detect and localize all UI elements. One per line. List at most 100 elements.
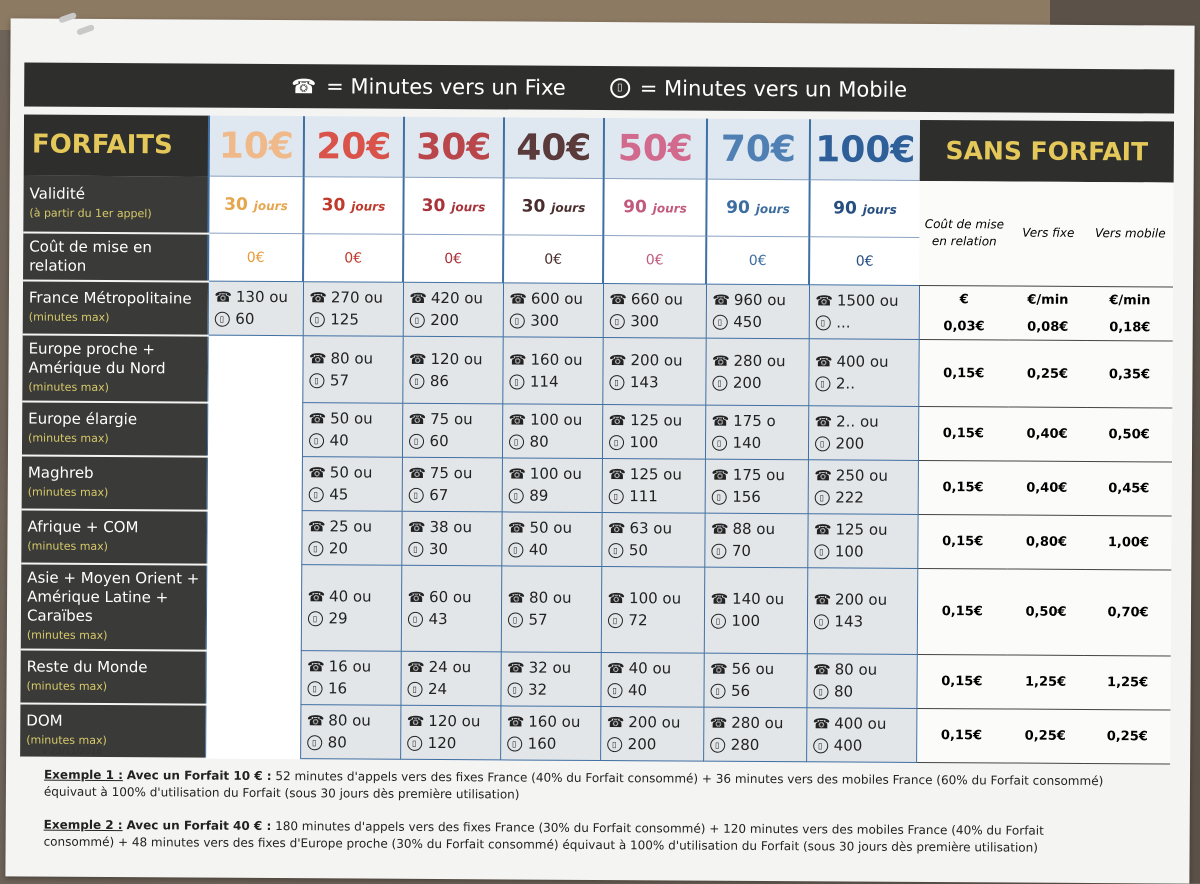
mobile-line: ▯ 300	[609, 311, 699, 333]
fixe-minutes: 60 ou	[429, 587, 472, 607]
mobile-line: ▯ 160	[506, 733, 594, 755]
mobile-icon: ▯	[509, 313, 525, 329]
mobile-minutes: 60	[235, 309, 255, 328]
zone-name: Reste du Monde	[26, 657, 148, 676]
validity-days: 30	[321, 195, 346, 216]
fixe-line: ☎ 280 ou	[710, 713, 800, 736]
sans-forfait-unit: €/min	[1027, 292, 1069, 308]
validity-unit: jours	[551, 200, 586, 215]
sans-forfait-header: Vers mobile	[1087, 181, 1174, 287]
phone-icon: ☎	[814, 414, 833, 431]
zone-label: Afrique + COM (minutes max)	[21, 508, 207, 565]
rate-value: 0,25€	[1026, 366, 1069, 382]
fixe-minutes: 75 ou	[429, 463, 473, 483]
zone-label: Europe proche + Amérique du Nord (minutes…	[22, 333, 208, 403]
rate-value: 0,35€	[1108, 366, 1151, 382]
mobile-line: ▯ 222	[814, 487, 911, 509]
fixe-minutes: 175 ou	[732, 465, 785, 485]
rate-value: 1,25€	[1024, 674, 1067, 690]
plan-setup: 0€	[303, 233, 404, 283]
mobile-line: ▯ 60	[408, 431, 495, 453]
sans-forfait-rate: 0,15€	[917, 460, 1008, 515]
sans-forfait-rate: 1,25€	[1006, 654, 1085, 710]
zone-row: Europe élargie (minutes max) ☎ 50 ou ▯ 40 ☎ 75 …	[21, 400, 1173, 462]
mobile-minutes: 40	[329, 431, 349, 450]
mobile-line: ▯ 400	[812, 735, 910, 757]
mobile-minutes: 222	[835, 488, 864, 507]
mobile-line: ▯ 111	[608, 486, 698, 508]
mobile-icon: ▯	[308, 372, 324, 388]
mobile-minutes: 80	[833, 682, 854, 701]
fixe-line: ☎ 125 ou	[609, 410, 699, 433]
sans-forfait-rate: 0,45€	[1085, 461, 1172, 516]
phone-icon: ☎	[813, 592, 832, 609]
zone-row: Reste du Monde (minutes max) ☎ 16 ou ▯ 16 ☎ 24 …	[20, 648, 1171, 710]
mobile-line: ▯...	[815, 312, 912, 334]
plan-validity: 90 jours	[809, 179, 920, 238]
mobile-line: ▯ 43	[407, 609, 494, 631]
rate-value: 1,00€	[1107, 535, 1150, 551]
mobile-minutes: ...	[836, 313, 851, 332]
minutes-cell: ☎ 130 ou ▯ 60	[207, 281, 304, 336]
mobile-icon: ▯	[306, 735, 322, 751]
minutes-cell: ☎ 175 ou ▯ 156	[704, 459, 808, 514]
phone-icon: ☎	[814, 468, 832, 485]
sans-forfait-rate: 0,70€	[1084, 569, 1172, 656]
fixe-minutes: 56 ou	[731, 659, 775, 679]
minutes-cell: ☎ 600 ou ▯ 300	[502, 282, 604, 338]
fixe-line: ☎ 100 ou	[509, 409, 596, 432]
phone-icon: ☎	[409, 290, 427, 307]
fixe-minutes: 80 ou	[328, 711, 371, 730]
mobile-line: ▯ 67	[408, 485, 495, 507]
minutes-cell: ☎ 100 ou ▯ 72	[600, 566, 705, 654]
mobile-icon: ▯	[608, 489, 624, 505]
sans-forfait-rate: 0,15€	[917, 514, 1008, 569]
mobile-line: ▯ 200	[711, 372, 802, 394]
mobile-icon: ▯	[607, 613, 623, 629]
fixe-line: ☎ 100 ou	[508, 463, 595, 486]
minutes-cell: ☎ 400 ou ▯ 400	[806, 707, 917, 763]
phone-icon: ☎	[608, 413, 627, 430]
mobile-icon: ▯	[506, 682, 523, 698]
mobile-icon: ▯	[407, 541, 423, 557]
phone-icon: ☎	[506, 714, 525, 731]
validity-label: Validité (à partir du 1er appel)	[23, 174, 209, 234]
mobile-minutes: 70	[731, 541, 752, 560]
plan-setup: 0€	[503, 234, 604, 284]
example-1-label: Exemple 1 :	[43, 767, 123, 783]
rate-value: 1,25€	[1107, 675, 1149, 691]
fixe-line: ☎ 600 ou	[509, 288, 596, 311]
mobile-minutes: 57	[528, 610, 548, 629]
fixe-line: ☎ 200 ou	[814, 589, 911, 612]
phone-icon: ☎	[711, 413, 730, 430]
minutes-cell: ☎ 250 ou ▯ 222	[807, 459, 918, 515]
fixe-minutes: 660 ou	[630, 290, 684, 309]
mobile-minutes: 56	[730, 681, 751, 700]
sans-forfait-rate: €/min 0,08€	[1008, 285, 1088, 341]
phone-icon: ☎	[813, 662, 831, 679]
mobile-minutes: 40	[528, 540, 549, 559]
minutes-cell: ☎ 80 ou ▯ 80	[300, 704, 401, 760]
mobile-minutes: 43	[428, 609, 448, 629]
rate-value: 0,50€	[1108, 427, 1150, 443]
rate-value: 0,18€	[1109, 319, 1151, 335]
minutes-cell: ☎ 175 o ▯ 140	[704, 405, 809, 460]
example-2: Exemple 2 : Avec un Forfait 40 € : 180 m…	[44, 817, 1104, 857]
mobile-line: ▯ 32	[506, 679, 594, 701]
fixe-line: ☎ 160 ou	[509, 349, 596, 372]
rate-value: 0,15€	[943, 365, 985, 381]
phone-icon: ☎	[712, 353, 730, 370]
fixe-line: ☎ 130 ou	[214, 287, 296, 310]
fixe-minutes: 100 ou	[530, 410, 583, 429]
sans-forfait-unit: €	[959, 291, 969, 307]
plan-setup: 0€	[208, 233, 304, 282]
minutes-cell: ☎ 125 ou ▯ 111	[601, 458, 705, 514]
fixe-minutes: 25 ou	[329, 517, 373, 536]
validity-days: 30	[521, 196, 546, 217]
rate-value: 0,40€	[1026, 426, 1068, 442]
minutes-cell: ☎ 200 ou ▯ 200	[600, 706, 704, 762]
validity-days: 30	[421, 195, 446, 217]
mobile-minutes: 280	[730, 735, 760, 754]
mobile-line: ▯ 300	[509, 310, 596, 332]
mobile-line: ▯ 80	[508, 431, 595, 453]
